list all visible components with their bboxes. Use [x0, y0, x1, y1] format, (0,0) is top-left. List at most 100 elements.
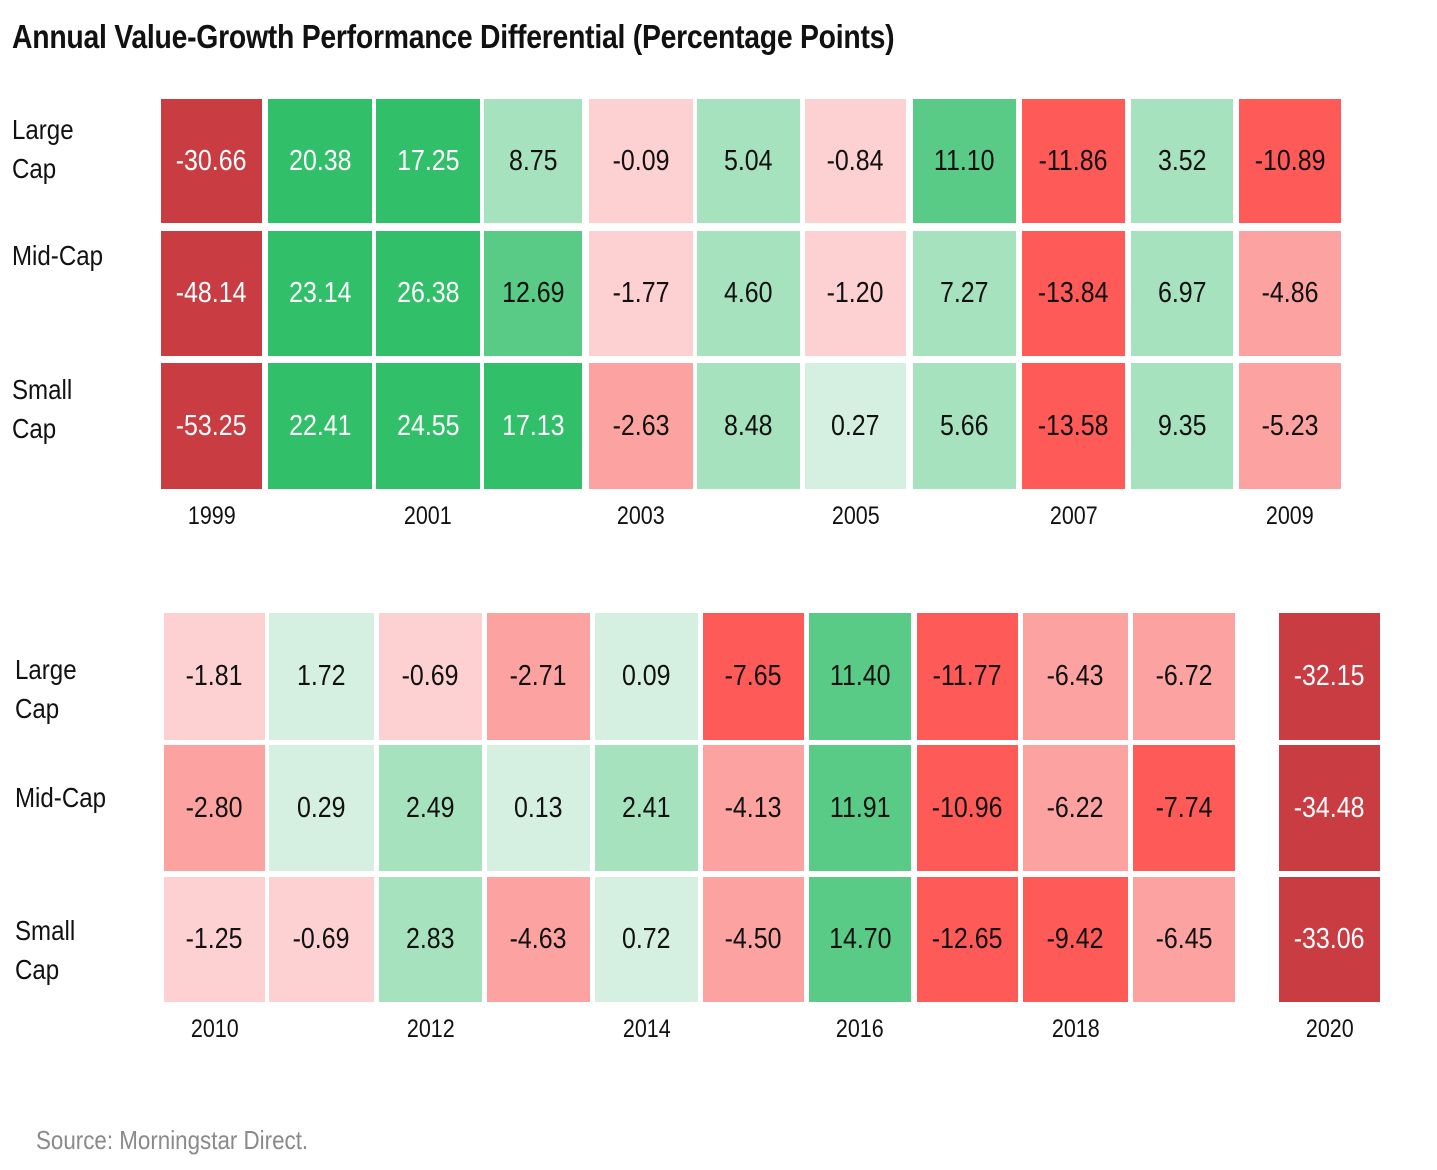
heatmap-cell: 2.41	[595, 745, 698, 871]
heatmap-cell: 5.04	[697, 99, 800, 223]
cell-value: -10.89	[1254, 144, 1326, 177]
cell-value: 5.66	[940, 409, 989, 442]
heatmap-cell: 3.52	[1131, 99, 1233, 223]
cell-value: 6.97	[1157, 277, 1207, 309]
year-label: 2005	[796, 502, 916, 531]
year-label: 2009	[1230, 502, 1350, 531]
cell-value: 2.41	[622, 791, 671, 824]
cell-value: -13.58	[1038, 409, 1109, 442]
cell-value: -6.22	[1047, 791, 1104, 824]
row-label: Small Cap	[12, 374, 73, 444]
cell-value: 8.48	[724, 409, 773, 442]
heatmap-cell: 4.60	[697, 231, 800, 356]
cell-value: 20.38	[288, 144, 352, 177]
heatmap-cell: -13.58	[1022, 363, 1125, 489]
heatmap-cell: 6.97	[1131, 231, 1233, 356]
cell-value: -7.74	[1155, 791, 1213, 824]
cell-value: -53.25	[176, 409, 247, 442]
cell-value: -10.96	[932, 791, 1003, 824]
heatmap-cell: 8.75	[484, 99, 582, 223]
heatmap-cell: 12.69	[484, 231, 582, 356]
heatmap-cell: -1.25	[164, 877, 265, 1002]
cell-value: 4.60	[724, 277, 773, 309]
heatmap-cell: -6.22	[1023, 745, 1128, 871]
heatmap-cell: -2.80	[164, 745, 265, 871]
cell-value: -4.50	[725, 923, 782, 955]
heatmap-cell: 22.41	[268, 363, 372, 489]
cell-value: -1.25	[186, 923, 243, 955]
cell-value: -0.69	[293, 923, 350, 955]
year-label-text: 2012	[406, 1015, 455, 1043]
heatmap-cell: -48.14	[161, 231, 262, 356]
heatmap-cell: -34.48	[1279, 745, 1380, 871]
cell-value: 0.09	[622, 660, 671, 692]
year-label-text: 2007	[1049, 502, 1098, 530]
row-label: Large Cap	[12, 114, 74, 184]
heatmap-cell: -0.84	[805, 99, 906, 223]
cell-value: 11.40	[829, 660, 891, 692]
heatmap-cell: 9.35	[1131, 363, 1233, 489]
cell-value: 0.29	[297, 791, 346, 824]
heatmap-cell: -4.50	[703, 877, 804, 1002]
heatmap-cell: -10.89	[1239, 99, 1341, 223]
cell-value: -13.84	[1038, 277, 1109, 309]
cell-value: -2.63	[612, 409, 670, 442]
year-label-text: 2010	[190, 1015, 239, 1043]
cell-value: -2.80	[186, 791, 243, 824]
heatmap-cell: -4.13	[703, 745, 804, 871]
heatmap-cell: -2.71	[487, 613, 590, 740]
heatmap-cell: 0.09	[595, 613, 698, 740]
heatmap-cell: 0.13	[487, 745, 590, 871]
heatmap-cell: -7.74	[1133, 745, 1235, 871]
cell-value: -4.86	[1261, 277, 1319, 309]
cell-value: -2.71	[510, 660, 567, 692]
cell-value: -32.15	[1294, 660, 1365, 692]
heatmap-cell: 7.27	[913, 231, 1016, 356]
heatmap-cell: 8.48	[697, 363, 800, 489]
cell-value: 2.49	[406, 791, 455, 824]
year-label-text: 2009	[1266, 502, 1314, 530]
heatmap-cell: -9.42	[1023, 877, 1128, 1002]
year-label: 2007	[1014, 502, 1134, 531]
heatmap-cell: -13.84	[1022, 231, 1125, 356]
year-label-text: 2020	[1305, 1015, 1354, 1043]
cell-value: -4.63	[510, 923, 567, 955]
heatmap-cell: -2.63	[589, 363, 693, 489]
chart-title: Annual Value-Growth Performance Differen…	[12, 18, 895, 55]
cell-value: 7.27	[940, 277, 989, 309]
heatmap-cell: -4.63	[487, 877, 590, 1002]
row-label: Mid-Cap	[15, 782, 106, 813]
heatmap-cell: 20.38	[268, 99, 372, 223]
heatmap-cell: -6.72	[1133, 613, 1235, 740]
heatmap-cell: 5.66	[913, 363, 1016, 489]
heatmap-cell: -6.43	[1023, 613, 1128, 740]
heatmap-cell: -0.69	[379, 613, 482, 740]
year-label-text: 2018	[1051, 1015, 1100, 1043]
cell-value: -1.81	[186, 660, 243, 692]
heatmap-cell: 23.14	[268, 231, 372, 356]
year-label: 2001	[368, 502, 488, 531]
cell-value: 11.10	[934, 144, 995, 177]
cell-value: -1.77	[612, 277, 670, 309]
cell-value: -11.77	[933, 660, 1002, 692]
heatmap-cell: 14.70	[809, 877, 911, 1002]
year-label-text: 2001	[404, 502, 452, 530]
cell-value: 8.75	[508, 144, 558, 177]
cell-value: 0.27	[831, 409, 880, 442]
heatmap-cell: -0.09	[589, 99, 693, 223]
cell-value: 26.38	[396, 277, 460, 309]
heatmap-cell: -30.66	[161, 99, 262, 223]
cell-value: -6.72	[1155, 660, 1213, 692]
heatmap-cell: -1.20	[805, 231, 906, 356]
cell-value: 0.13	[514, 791, 563, 824]
year-label-text: 2005	[831, 502, 880, 530]
cell-value: -48.14	[176, 277, 247, 309]
heatmap-cell: -1.77	[589, 231, 693, 356]
cell-value: 17.13	[501, 409, 565, 442]
year-label: 2018	[1016, 1015, 1136, 1044]
year-label-text: 2003	[617, 502, 665, 530]
heatmap-cell: 11.40	[809, 613, 911, 740]
cell-value: -1.20	[827, 277, 884, 309]
cell-value: 3.52	[1157, 144, 1207, 177]
heatmap-cell: 0.29	[269, 745, 374, 871]
